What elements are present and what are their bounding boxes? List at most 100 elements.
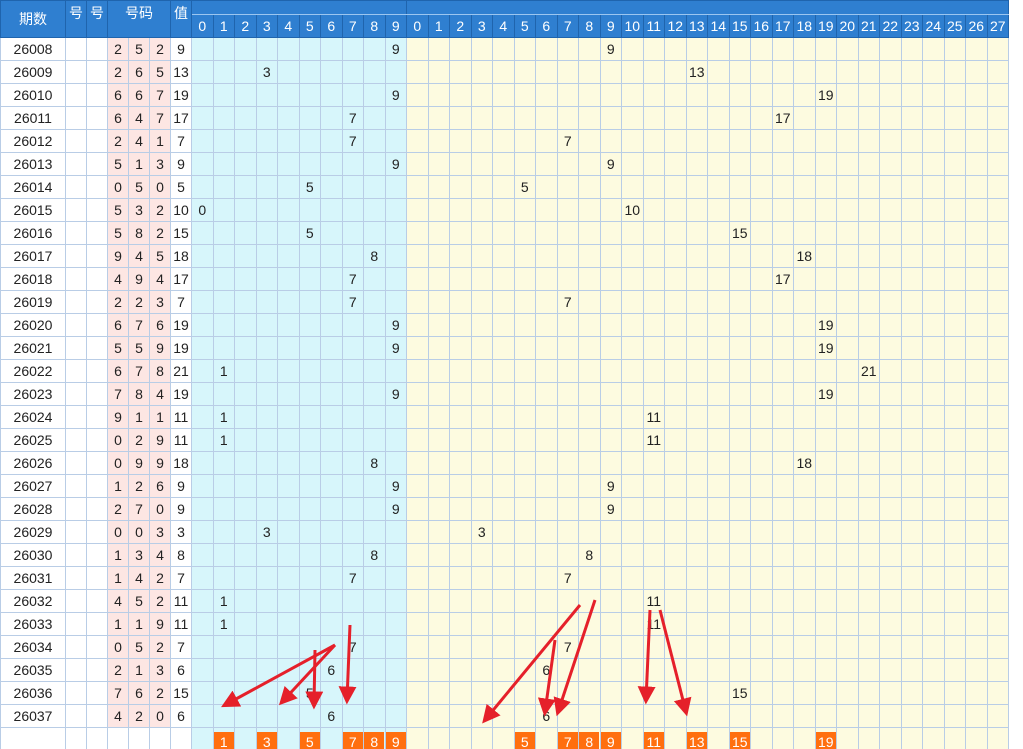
- zone2-cell: [771, 313, 794, 337]
- zone2-cell: [707, 589, 730, 613]
- zone2-cell: [728, 175, 751, 199]
- issue-header: 期数: [0, 0, 66, 38]
- zone2-cell: [836, 612, 859, 636]
- zone2-cell: [814, 198, 837, 222]
- zone2-cell: [664, 37, 687, 61]
- zone2-cell: [449, 152, 472, 176]
- zone2-cell: [707, 359, 730, 383]
- zone2-cell: 10: [621, 198, 644, 222]
- zone2-cell: [427, 198, 450, 222]
- zone2-cell: 11: [642, 612, 665, 636]
- zone2-cell: [986, 83, 1009, 107]
- zone1-cell: [277, 566, 300, 590]
- zone2-cell: [922, 704, 945, 728]
- zone2-cell: [728, 405, 751, 429]
- zone2-cell: [470, 681, 493, 705]
- zone2-cell: [642, 198, 665, 222]
- zone2-cell: [750, 405, 773, 429]
- footer-zone2-cell: 5: [513, 727, 536, 749]
- zone2-cell: [599, 566, 622, 590]
- zone1-cell: [191, 175, 214, 199]
- col-b-cell: [86, 175, 108, 199]
- zone2-cell: [427, 520, 450, 544]
- zone2-cell: [707, 106, 730, 130]
- zone2-cell: [621, 60, 644, 84]
- zone2-cell: [406, 635, 429, 659]
- zone1-cell: [255, 566, 278, 590]
- zone2-cell: [900, 129, 923, 153]
- zone2-cell: [986, 704, 1009, 728]
- zone2-cell: [535, 198, 558, 222]
- zone2-cell: [857, 520, 880, 544]
- zone2-cell: [922, 520, 945, 544]
- zone2-cell: 7: [556, 566, 579, 590]
- zone2-cell: [986, 60, 1009, 84]
- zone2-cell: [814, 152, 837, 176]
- draw-digit-cell: 2: [107, 129, 129, 153]
- zone1-cell: [212, 635, 235, 659]
- zone2-cell: [535, 313, 558, 337]
- zone1-cell: [363, 405, 386, 429]
- zone2-cell: [621, 267, 644, 291]
- zone2-cell: [900, 474, 923, 498]
- zone2-cell: [728, 589, 751, 613]
- zone2-cell: [621, 382, 644, 406]
- draw-digit-cell: 4: [128, 566, 150, 590]
- zone2-cell: [965, 83, 988, 107]
- zone1-cell: [191, 612, 214, 636]
- draw-digit-cell: 6: [107, 106, 129, 130]
- zone1-cell: [298, 520, 321, 544]
- zone1-cell: [234, 267, 257, 291]
- zone2-cell: [492, 83, 515, 107]
- zone1-cell: [191, 221, 214, 245]
- zone1-col-header: 2: [234, 14, 257, 38]
- zone2-cell: [406, 566, 429, 590]
- zone2-cell: [707, 198, 730, 222]
- col-a-cell: [65, 566, 87, 590]
- col-b-cell: [86, 60, 108, 84]
- zone2-cell: [814, 612, 837, 636]
- zone1-cell: [191, 520, 214, 544]
- zone1-cell: [320, 244, 343, 268]
- zone1-cell: [234, 221, 257, 245]
- zone2-cell: [965, 198, 988, 222]
- zone2-cell: [750, 635, 773, 659]
- zone2-cell: [427, 704, 450, 728]
- zone2-cell: [664, 704, 687, 728]
- draw-digit-cell: 1: [128, 152, 150, 176]
- zone2-cell: [578, 83, 601, 107]
- zone1-cell: 7: [341, 290, 364, 314]
- zone2-cell: [750, 543, 773, 567]
- zone2-cell: [857, 497, 880, 521]
- table-row: 26018 4 9 4 17 7 17: [0, 267, 1009, 291]
- zone2-cell: [513, 244, 536, 268]
- zone2-cell: 19: [814, 313, 837, 337]
- zone2-cell: [986, 221, 1009, 245]
- zone1-cell: [277, 359, 300, 383]
- draw-digit-cell: 5: [128, 175, 150, 199]
- col-b-cell: [86, 405, 108, 429]
- footer-badge: 9: [600, 732, 621, 749]
- zone2-cell: [427, 382, 450, 406]
- zone2-cell: [427, 612, 450, 636]
- zone2-cell: [922, 428, 945, 452]
- zone1-cell: [191, 635, 214, 659]
- zone2-cell: [728, 497, 751, 521]
- zone2-cell: [943, 37, 966, 61]
- zone2-cell: [814, 290, 837, 314]
- zone1-cell: [363, 198, 386, 222]
- zone2-cell: [728, 704, 751, 728]
- zone2-cell: [556, 428, 579, 452]
- zone2-cell: [879, 221, 902, 245]
- zone2-cell: [642, 221, 665, 245]
- zone2-cell: [621, 635, 644, 659]
- zone2-cell: [621, 336, 644, 360]
- zone2-cell: [793, 129, 816, 153]
- zone2-cell: [836, 175, 859, 199]
- zone2-cell: [599, 520, 622, 544]
- zone1-cell: [298, 60, 321, 84]
- zone2-cell: [406, 336, 429, 360]
- zone2-cell: [879, 244, 902, 268]
- zone2-cell: [986, 152, 1009, 176]
- zone2-cell: [685, 175, 708, 199]
